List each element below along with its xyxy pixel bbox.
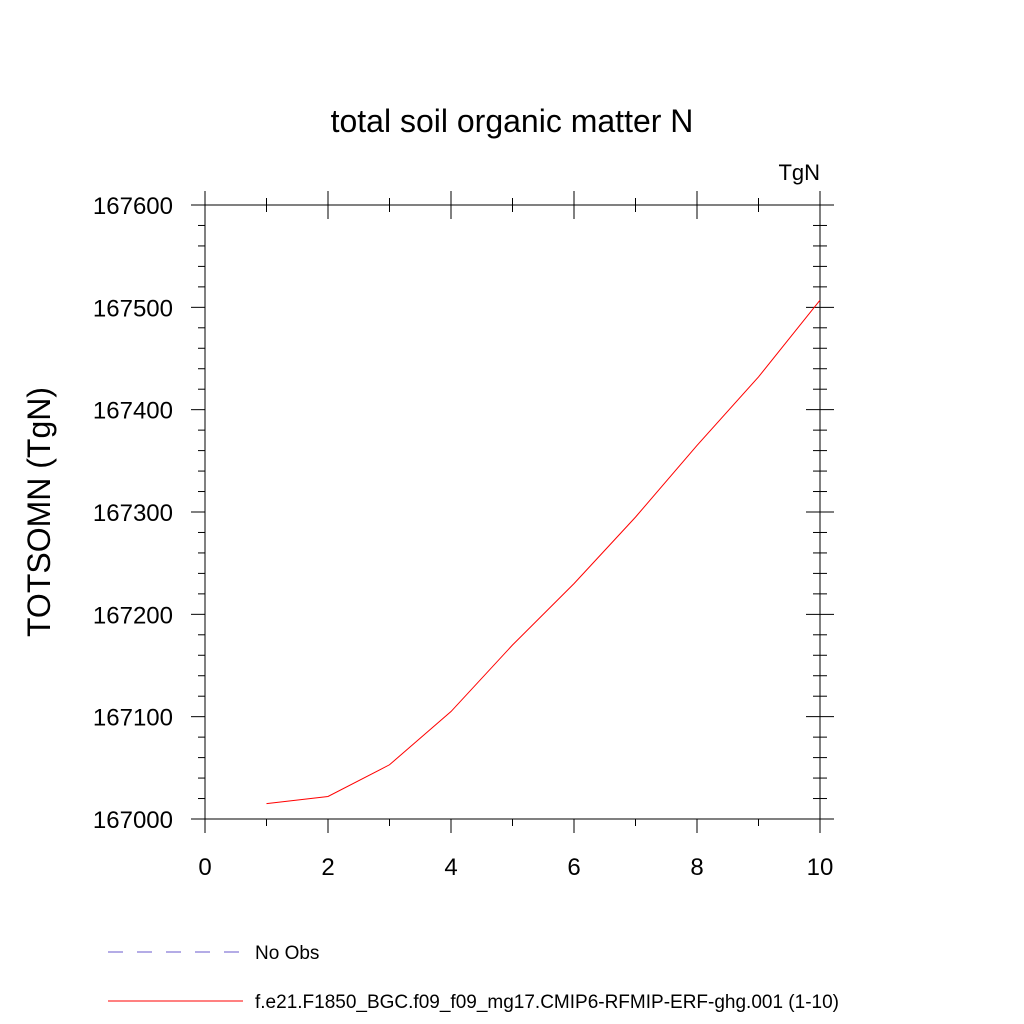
plot-frame [204, 204, 821, 820]
x-tick-label: 0 [198, 854, 211, 881]
legend: No Obs f.e21.F1850_BGC.f09_f09_mg17.CMIP6… [108, 943, 839, 1013]
x-tick-label: 4 [444, 854, 457, 881]
series-line-0 [266, 299, 821, 805]
units-label: TgN [778, 160, 820, 185]
y-tick-label: 167100 [93, 705, 173, 732]
y-tick-label: 167600 [93, 193, 173, 220]
chart-title: total soil organic matter N [331, 103, 694, 139]
x-tick-label: 2 [321, 854, 334, 881]
x-tick-label: 8 [690, 854, 703, 881]
y-tick-label: 167200 [93, 602, 173, 629]
series-group [266, 299, 821, 805]
x-tick-label: 6 [567, 854, 580, 881]
y-tick-label: 167400 [93, 398, 173, 425]
legend-label: f.e21.F1850_BGC.f09_f09_mg17.CMIP6-RFMIP… [255, 992, 839, 1013]
x-tick-label: 10 [807, 854, 834, 881]
y-axis-label: TOTSOMN (TgN) [21, 387, 57, 637]
legend-label: No Obs [255, 943, 319, 964]
axis-tick-labels: 0 2 4 6 8 10 167000 167100 167200 167300 167400 167… [93, 193, 833, 881]
y-tick-label: 167000 [93, 807, 173, 834]
y-tick-label: 167500 [93, 295, 173, 322]
axis-ticks [191, 191, 834, 833]
y-tick-label: 167300 [93, 500, 173, 527]
